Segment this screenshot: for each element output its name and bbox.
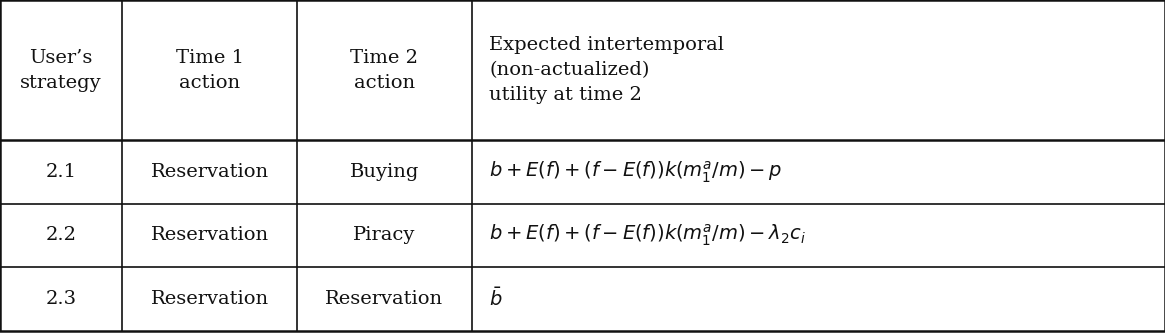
Text: Expected intertemporal: Expected intertemporal (489, 36, 725, 54)
Text: strategy: strategy (20, 74, 103, 92)
Text: action: action (354, 74, 415, 92)
Text: Time 2: Time 2 (351, 49, 418, 66)
Text: User’s: User’s (29, 49, 93, 66)
Text: (non-actualized): (non-actualized) (489, 61, 650, 79)
Text: 2.1: 2.1 (45, 163, 77, 181)
Text: Reservation: Reservation (150, 163, 269, 181)
Text: $b + E(f) + (f - E(f))k(m_1^a/m) - p$: $b + E(f) + (f - E(f))k(m_1^a/m) - p$ (489, 159, 783, 185)
Text: Reservation: Reservation (150, 226, 269, 244)
Text: Time 1: Time 1 (176, 49, 243, 66)
Text: action: action (179, 74, 240, 92)
Text: $b + E(f) + (f - E(f))k(m_1^a/m) - \lambda_2 c_i$: $b + E(f) + (f - E(f))k(m_1^a/m) - \lamb… (489, 223, 806, 248)
Text: 2.3: 2.3 (45, 290, 77, 308)
Text: 2.2: 2.2 (45, 226, 77, 244)
Text: Buying: Buying (350, 163, 419, 181)
Text: utility at time 2: utility at time 2 (489, 86, 642, 104)
Text: Piracy: Piracy (353, 226, 416, 244)
Text: Reservation: Reservation (325, 290, 444, 308)
Text: $\bar{b}$: $\bar{b}$ (489, 288, 503, 310)
Text: Reservation: Reservation (150, 290, 269, 308)
